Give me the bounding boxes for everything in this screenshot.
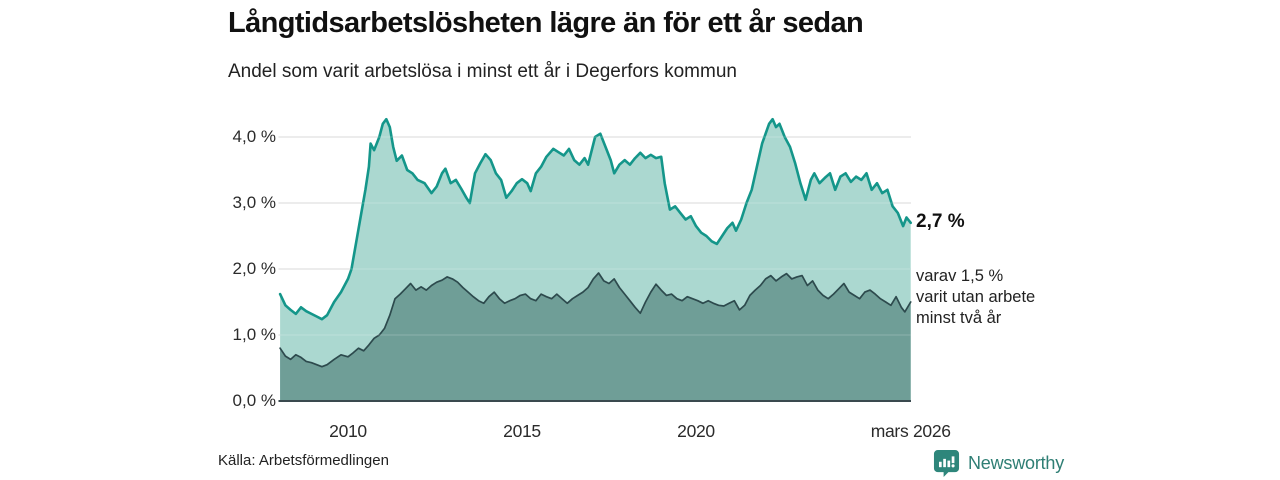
y-tick-label: 0,0 %: [232, 391, 276, 410]
page-title: Långtidsarbetslösheten lägre än för ett …: [228, 7, 864, 39]
newsworthy-bubble-icon: [933, 450, 960, 477]
y-tick-label: 4,0 %: [232, 127, 276, 146]
source-note: Källa: Arbetsförmedlingen: [218, 452, 389, 469]
y-tick-label: 1,0 %: [232, 325, 276, 344]
x-tick-label: 2020: [677, 421, 715, 441]
x-tick-label: 2010: [329, 421, 367, 441]
latest-value-label: 2,7 %: [916, 211, 965, 232]
page-subtitle: Andel som varit arbetslösa i minst ett å…: [228, 61, 737, 82]
x-tick-label: mars 2026: [870, 421, 951, 441]
newsworthy-wordmark: Newsworthy: [968, 453, 1065, 473]
x-tick-label: 2015: [503, 421, 541, 441]
y-tick-label: 3,0 %: [232, 193, 276, 212]
y-tick-label: 2,0 %: [232, 259, 276, 278]
newsworthy-logo: Newsworthy: [933, 449, 1064, 478]
latest-subvalue-label: varav 1,5 % varit utan arbete minst två …: [916, 267, 1036, 327]
